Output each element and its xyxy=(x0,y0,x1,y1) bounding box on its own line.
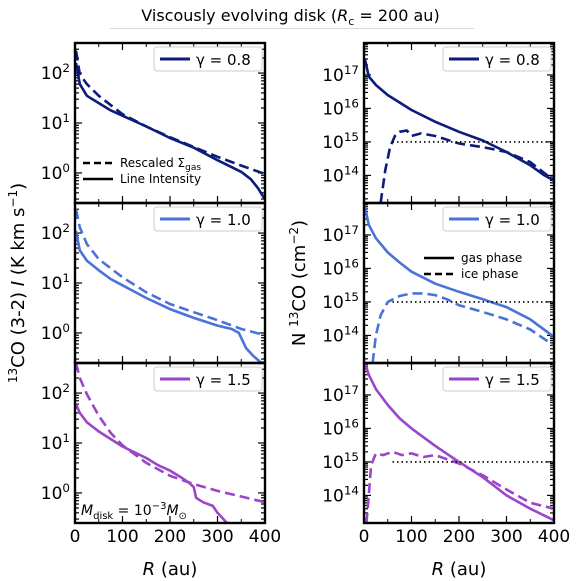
y-tick-label: 1017 xyxy=(322,223,359,246)
y-tick-label: 101 xyxy=(41,111,70,134)
series-group xyxy=(75,363,265,523)
legend-box xyxy=(442,366,552,392)
legend-label: γ = 0.8 xyxy=(196,51,251,69)
solid-series xyxy=(75,230,265,363)
title-underline-left xyxy=(110,28,292,29)
series-group xyxy=(364,58,554,203)
x-tick-label: 0 xyxy=(359,527,370,547)
legend-label: γ = 1.0 xyxy=(196,211,251,229)
y-tick-label: 100 xyxy=(41,161,70,184)
y-tick-label: 101 xyxy=(41,431,70,454)
panel-column-density-2: 1014 1015 1016 1017 γ = 1.0 gas phase ice phas… xyxy=(322,201,556,365)
dashed-series xyxy=(365,450,554,523)
figure-title: Viscously evolving disk (Rc = 200 au) xyxy=(141,6,440,29)
x-tick-label: 400 xyxy=(538,527,570,547)
legend-box xyxy=(153,46,263,72)
y-tick-label: 1016 xyxy=(322,96,359,119)
x-tick-label: 0 xyxy=(70,527,81,547)
y-tick-label: 1014 xyxy=(322,323,359,346)
key-label-solid: Line Intensity xyxy=(120,172,201,186)
x-tick-label: 300 xyxy=(201,527,233,547)
x-tick-label: 200 xyxy=(443,527,475,547)
legend-box xyxy=(153,206,263,232)
x-tick-label: 200 xyxy=(154,527,186,547)
y-tick-label: 1017 xyxy=(322,383,359,406)
panel-intensity-3: 100 101 102 0 100 200 300 400 γ = 1.5 Mdisk = 10−… xyxy=(41,361,281,547)
panel-column-density-1: 1014 1015 1016 1017 γ = 0.8 xyxy=(322,41,556,205)
solid-series xyxy=(364,58,554,182)
dashed-series xyxy=(75,208,265,337)
y-tick-label: 102 xyxy=(41,61,70,84)
y-tick-label: 1017 xyxy=(322,63,359,86)
panel-intensity-2: 100 101 102 γ = 1.0 xyxy=(41,201,267,365)
dashed-series xyxy=(371,292,554,363)
y-tick-label: 1015 xyxy=(322,130,359,153)
y-tick-label: 1014 xyxy=(322,163,359,186)
y-axis-label-right: N 13CO (cm−2) xyxy=(287,220,310,346)
key-label-dashed: Rescaled Σgas xyxy=(120,156,201,173)
x-tick-label: 100 xyxy=(395,527,427,547)
key-label-dashed: ice phase xyxy=(461,267,518,281)
y-tick-label: 100 xyxy=(41,321,70,344)
x-axis-label-right: R (au) xyxy=(432,559,487,580)
y-tick-label: 1016 xyxy=(322,256,359,279)
series-group xyxy=(364,206,554,363)
axes-frame xyxy=(362,361,556,525)
dashed-series xyxy=(75,363,265,504)
solid-series xyxy=(75,62,265,200)
solid-series xyxy=(75,403,232,523)
y-tick-label: 1015 xyxy=(322,450,359,473)
dashed-series xyxy=(379,129,554,203)
series-group xyxy=(75,50,265,200)
y-tick-label: 102 xyxy=(41,221,70,244)
title-underline-right xyxy=(292,28,474,29)
series-group xyxy=(364,363,554,523)
legend-box xyxy=(442,206,552,232)
dashed-series xyxy=(75,50,265,176)
disk-mass-annotation: Mdisk = 10−3M⊙ xyxy=(81,501,187,522)
y-tick-label: 100 xyxy=(41,481,70,504)
solid-series xyxy=(364,206,554,338)
solid-series xyxy=(364,363,554,522)
x-tick-label: 100 xyxy=(106,527,138,547)
y-tick-label: 1016 xyxy=(322,416,359,439)
y-tick-label: 101 xyxy=(41,271,70,294)
legend-box xyxy=(153,366,263,392)
legend-label: γ = 1.5 xyxy=(485,371,540,389)
series-group xyxy=(75,208,265,363)
legend-box xyxy=(442,46,552,72)
axes-frame xyxy=(73,361,267,525)
y-tick-label: 1015 xyxy=(322,290,359,313)
y-axis-label-left: 13CO (3-2) I (K km s−1) xyxy=(6,183,29,383)
legend-label: γ = 1.5 xyxy=(196,371,251,389)
y-tick-label: 102 xyxy=(41,381,70,404)
y-tick-label: 1014 xyxy=(322,483,359,506)
x-tick-label: 400 xyxy=(249,527,281,547)
x-axis-label-left: R (au) xyxy=(143,559,198,580)
x-tick-label: 300 xyxy=(490,527,522,547)
key-label-solid: gas phase xyxy=(461,251,522,265)
panel-column-density-3: 1014 1015 1016 1017 0 100 200 300 400 γ = 1.5 xyxy=(322,361,570,547)
legend-label: γ = 0.8 xyxy=(485,51,540,69)
legend-label: γ = 1.0 xyxy=(485,211,540,229)
